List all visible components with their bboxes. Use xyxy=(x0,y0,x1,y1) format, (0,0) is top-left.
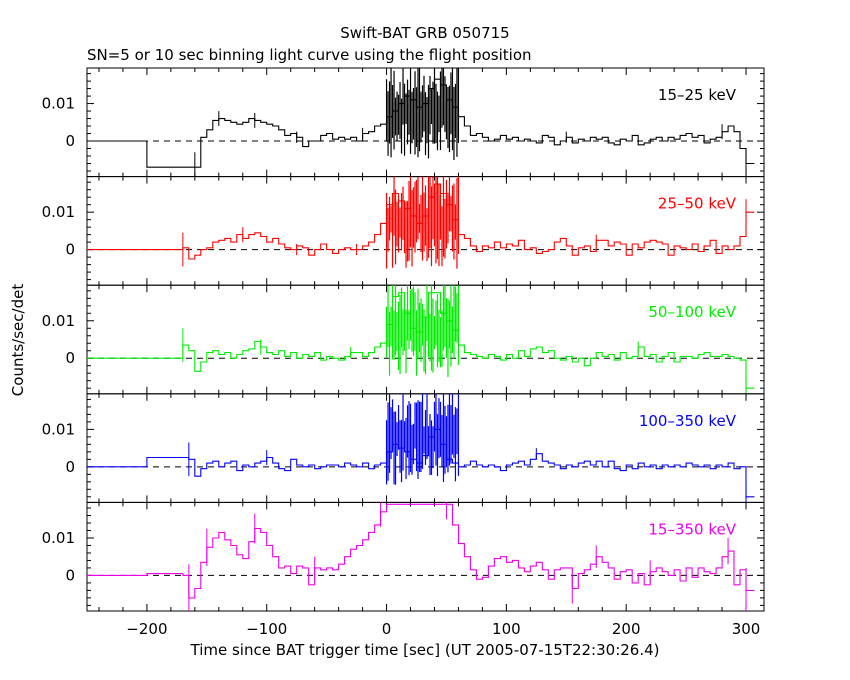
band-label: 50–100 keV xyxy=(648,303,736,321)
y-tick-label: 0.01 xyxy=(42,95,75,113)
y-tick-label: 0 xyxy=(65,132,75,150)
series-line xyxy=(87,503,755,599)
panels-group: 0.01 0 15–25 keV 0.01 0 25–50 keV 0.01 0 50–100 … xyxy=(42,67,765,612)
x-tick-labels: −200 −100 0 100 200 300 xyxy=(126,620,760,638)
y-tick-label: 0 xyxy=(65,349,75,367)
band-label: 15–25 keV xyxy=(658,86,737,104)
y-tick-label: 0.01 xyxy=(42,420,75,438)
panel-0: 0.01 0 15–25 keV xyxy=(42,67,765,178)
band-label: 15–350 keV xyxy=(648,520,736,538)
y-axis-label: Counts/sec/det xyxy=(9,284,27,397)
panel-2: 0.01 0 50–100 keV xyxy=(42,284,765,395)
series-line xyxy=(87,78,755,168)
panel-1: 0.01 0 25–50 keV xyxy=(42,176,765,286)
y-tick-label: 0.01 xyxy=(42,529,75,547)
x-tick-label: 100 xyxy=(492,620,521,638)
band-label: 100–350 keV xyxy=(639,412,737,430)
x-tick-label: 0 xyxy=(382,620,392,638)
series-line xyxy=(87,292,755,389)
y-tick-label: 0 xyxy=(65,458,75,476)
x-tick-label: 300 xyxy=(732,620,761,638)
panel-4: 0.01 0 15–350 keV xyxy=(42,501,765,612)
chart-subtitle: SN=5 or 10 sec binning light curve using… xyxy=(87,46,532,64)
y-tick-label: 0 xyxy=(65,566,75,584)
series-line xyxy=(87,183,755,260)
y-tick-label: 0.01 xyxy=(42,312,75,330)
x-tick-label: 200 xyxy=(612,620,641,638)
panel-3: 0.01 0 100–350 keV xyxy=(42,393,765,503)
x-axis-label: Time since BAT trigger time [sec] (UT 20… xyxy=(190,641,660,659)
x-tick-label: −100 xyxy=(246,620,287,638)
y-tick-label: 0 xyxy=(65,241,75,259)
band-label: 25–50 keV xyxy=(658,195,737,213)
chart-title: Swift-BAT GRB 050715 xyxy=(340,24,509,42)
series-line xyxy=(87,428,755,498)
x-tick-label: −200 xyxy=(126,620,167,638)
y-tick-label: 0.01 xyxy=(42,203,75,221)
panel-frame xyxy=(86,501,765,612)
